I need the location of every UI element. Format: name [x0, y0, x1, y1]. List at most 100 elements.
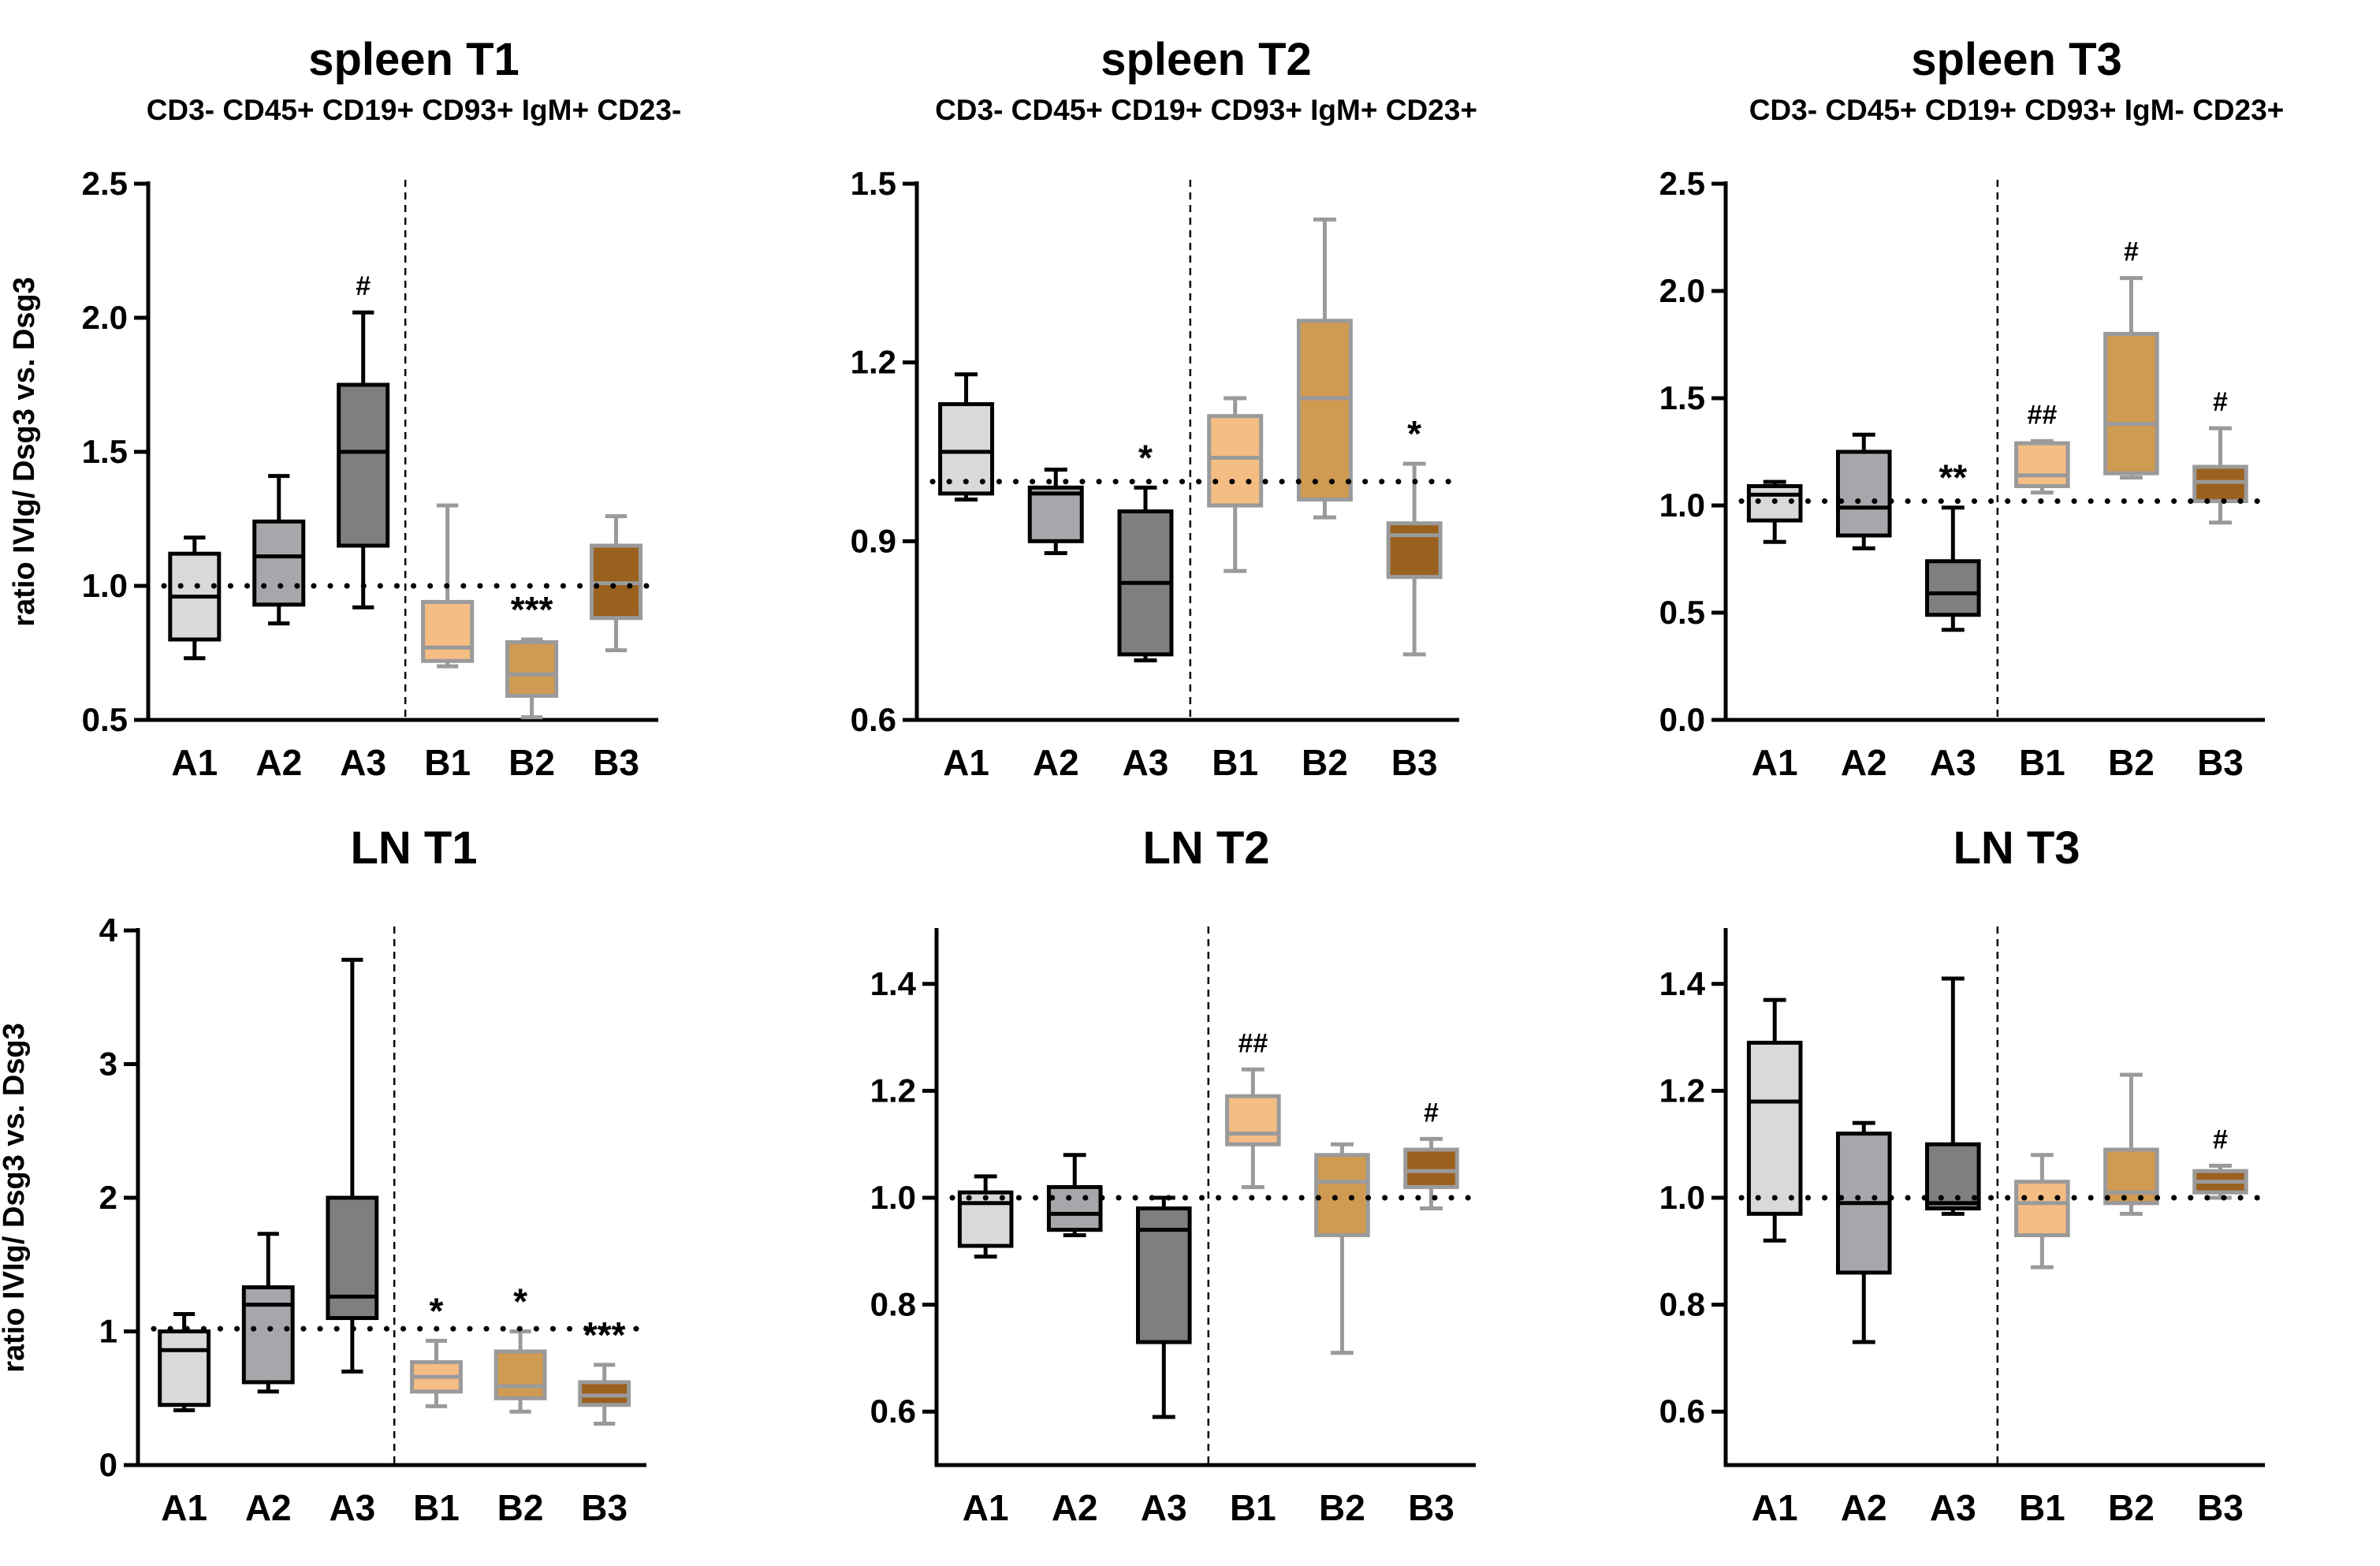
- box-iqr: [1225, 1094, 1281, 1147]
- box-iqr: [494, 1349, 547, 1400]
- x-tick-label: A2: [1033, 742, 1079, 783]
- box-iqr: [1746, 1040, 1803, 1216]
- box-a1: [957, 1174, 1014, 1259]
- y-tick-label: 2.0: [82, 299, 128, 336]
- y-tick-label: 1.4: [870, 965, 917, 1002]
- box-b2: [1296, 217, 1353, 520]
- significance-mark: ##: [1238, 1028, 1268, 1058]
- x-tick-label: B1: [1230, 1487, 1276, 1528]
- y-tick-label: 4: [99, 912, 118, 949]
- significance-mark: ##: [2027, 400, 2057, 430]
- y-tick-label: 2: [99, 1179, 117, 1216]
- y-tick-label: 0: [99, 1446, 117, 1483]
- y-tick-label: 1.4: [1659, 965, 1706, 1002]
- y-tick-label: 1.0: [870, 1179, 916, 1216]
- x-tick-label: B1: [1212, 742, 1258, 783]
- panel-ln-t2: LN T20.60.81.01.21.4###A1 A2 A3 B1 B2 B3: [870, 822, 1476, 1528]
- box-b2: #: [2103, 237, 2159, 480]
- box-iqr: [938, 402, 995, 496]
- box-a2: [1835, 1120, 1892, 1344]
- box-a3: **: [1925, 457, 1981, 632]
- x-tick-label: B1: [424, 742, 471, 783]
- chart-subtitle: CD3- CD45+ CD19+ CD93+ IgM+ CD23-: [147, 94, 682, 126]
- significance-mark: ***: [583, 1314, 626, 1355]
- y-tick-label: 1.5: [82, 433, 128, 470]
- y-tick-label: 1.0: [82, 567, 128, 604]
- panel-spleen-t2: spleen T2 CD3- CD45+ CD19+ CD93+ IgM+ CD2…: [851, 34, 1477, 783]
- box-a2: [1835, 432, 1892, 550]
- chart-subtitle: CD3- CD45+ CD19+ CD93+ IgM- CD23+: [1749, 94, 2285, 126]
- x-tick-label: A3: [1123, 742, 1169, 783]
- y-tick-label: 0.6: [1659, 1393, 1705, 1430]
- x-tick-label: B2: [497, 1487, 544, 1528]
- x-tick-label: A1: [161, 1487, 207, 1528]
- box-a3: [1136, 1195, 1192, 1419]
- significance-mark: ***: [511, 589, 553, 630]
- box-iqr: [337, 382, 390, 548]
- y-tick-label: 2.5: [1659, 165, 1705, 202]
- box-b1: *: [410, 1290, 463, 1408]
- y-tick-label: 0.0: [1659, 701, 1705, 738]
- box-b3: ***: [578, 1314, 631, 1426]
- panel-spleen-t3: spleen T3 CD3- CD45+ CD19+ CD93+ IgM- CD2…: [1659, 34, 2285, 783]
- y-tick-label: 0.5: [1659, 594, 1705, 631]
- x-tick-label: B2: [508, 742, 555, 783]
- x-tick-label: B1: [2019, 742, 2065, 783]
- box-b2: [2103, 1072, 2159, 1216]
- x-tick-label: A1: [943, 742, 989, 783]
- box-a1: [938, 372, 995, 501]
- box-iqr: [1835, 449, 1892, 538]
- x-tick-label: B3: [1408, 1487, 1454, 1528]
- y-tick-label: 0.9: [851, 522, 896, 559]
- x-tick-label: A3: [340, 742, 386, 783]
- box-b3: #: [2192, 387, 2248, 525]
- box-iqr: [1027, 485, 1084, 543]
- box-a1: [1746, 997, 1803, 1243]
- box-iqr: [158, 1329, 211, 1408]
- y-axis-label: ratio IVIg/ Dsg3 vs. Dsg3: [8, 277, 41, 626]
- box-a3: [326, 957, 379, 1374]
- box-a2: [241, 1232, 295, 1394]
- box-iqr: [2192, 464, 2248, 504]
- x-tick-label: B3: [2197, 742, 2244, 783]
- x-tick-label: A3: [329, 1487, 375, 1528]
- box-iqr: [1314, 1153, 1370, 1237]
- significance-mark: #: [2213, 1124, 2228, 1154]
- x-tick-label: B3: [581, 1487, 628, 1528]
- box-a2: [252, 474, 306, 626]
- y-tick-label: 1.0: [1659, 1179, 1705, 1216]
- box-iqr: [326, 1195, 379, 1321]
- y-tick-label: 1.2: [870, 1072, 916, 1109]
- significance-mark: #: [2124, 237, 2139, 267]
- significance-mark: *: [513, 1281, 527, 1322]
- box-b1: ##: [1225, 1028, 1281, 1189]
- x-tick-label: A3: [1930, 1487, 1976, 1528]
- box-a1: [1746, 479, 1803, 544]
- x-tick-label: B2: [1302, 742, 1348, 783]
- box-iqr: [1296, 319, 1353, 501]
- box-a2: [1046, 1153, 1103, 1237]
- y-tick-label: 2.5: [82, 165, 128, 202]
- y-tick-label: 0.8: [1659, 1286, 1705, 1323]
- box-iqr: [421, 599, 475, 663]
- x-tick-label: A1: [171, 742, 218, 783]
- x-tick-label: B3: [1391, 742, 1438, 783]
- box-a1: [168, 535, 222, 661]
- box-b3: *: [1386, 413, 1443, 657]
- significance-mark: #: [356, 271, 371, 301]
- x-tick-label: A3: [1141, 1487, 1187, 1528]
- x-tick-label: B1: [413, 1487, 460, 1528]
- box-iqr: [505, 639, 559, 698]
- box-b1: ##: [2014, 400, 2070, 495]
- box-a2: [1027, 468, 1084, 555]
- chart-title: spleen T3: [1911, 34, 2122, 85]
- box-iqr: [1046, 1184, 1103, 1232]
- y-tick-label: 2.0: [1659, 272, 1705, 309]
- box-iqr: [2103, 1147, 2159, 1206]
- y-tick-label: 1.5: [1659, 379, 1705, 416]
- box-iqr: [2103, 331, 2159, 475]
- x-tick-label: B1: [2019, 1487, 2065, 1528]
- x-tick-label: B2: [2108, 1487, 2155, 1528]
